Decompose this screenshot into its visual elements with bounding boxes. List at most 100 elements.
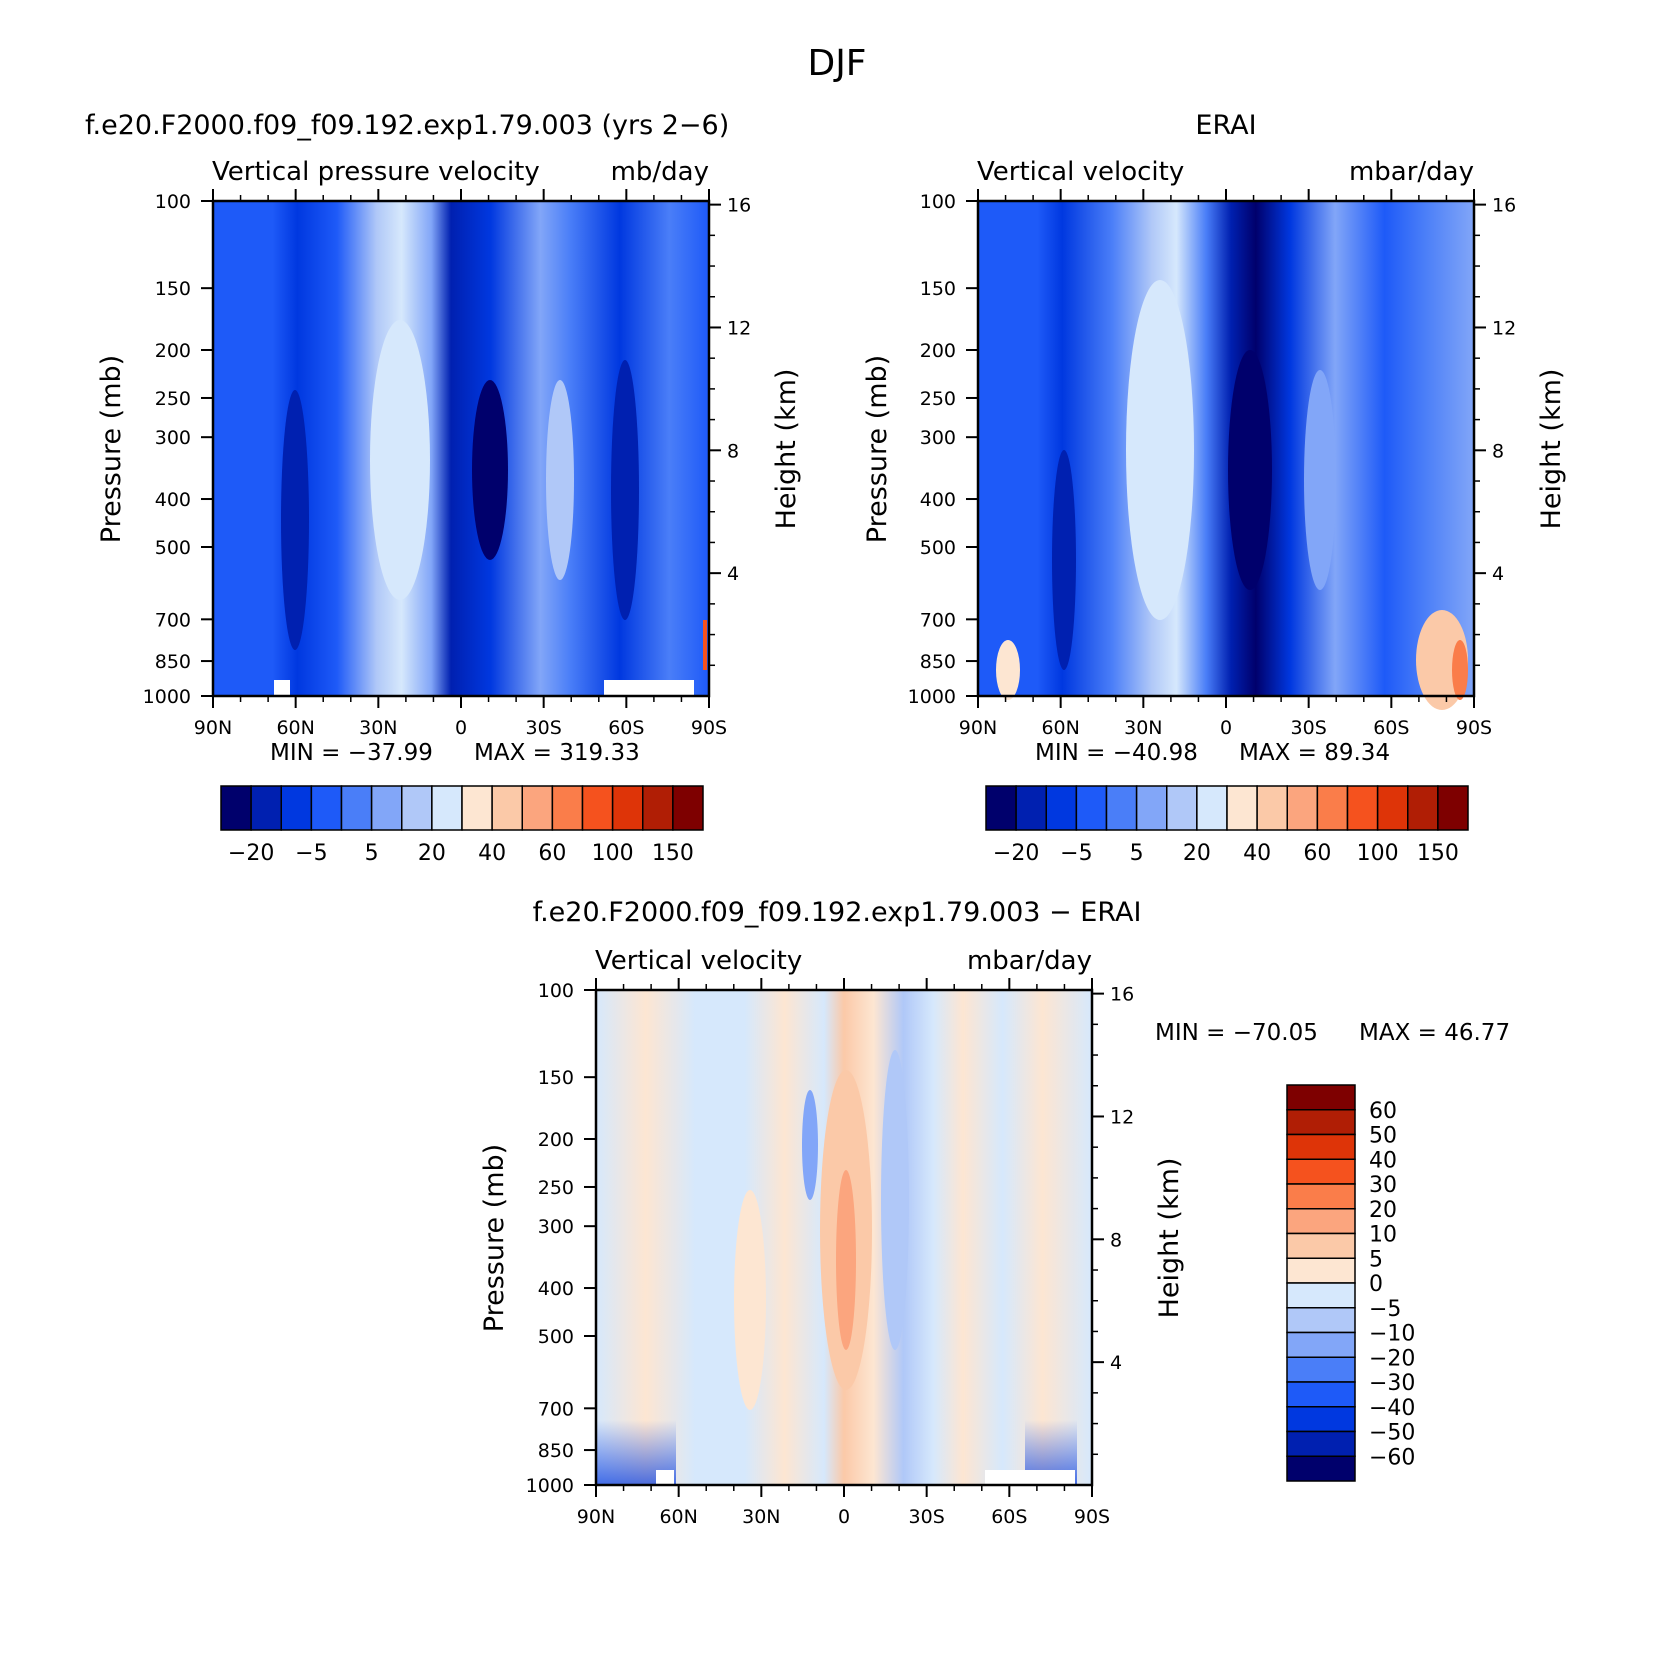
panel-erai-colorbar: −20 −5 5 20 40 60 100 150 <box>985 785 1469 866</box>
colorbar-label: 60 <box>1369 1099 1397 1124</box>
x-tick-label: 60N <box>659 1506 697 1528</box>
colorbar-swatch <box>1286 1109 1356 1136</box>
y-tick-label: 850 <box>538 1440 574 1462</box>
colorbar-swatch <box>1105 785 1138 831</box>
x-tick-label: 90S <box>1074 1506 1110 1528</box>
y-tick-label: 100 <box>920 191 956 213</box>
colorbar-swatch <box>1256 785 1288 831</box>
colorbar-swatch <box>310 785 343 831</box>
y-tick-label: 100 <box>538 980 574 1002</box>
x-tick-label: 60S <box>1373 717 1409 739</box>
colorbar-swatch <box>1286 1232 1356 1259</box>
y-tick-label: 150 <box>920 278 956 300</box>
y-tick-label: 500 <box>538 1326 574 1348</box>
y-tick-label: 250 <box>920 388 956 410</box>
x-tick-label: 30N <box>742 1506 780 1528</box>
contour-blob <box>802 1090 818 1200</box>
x-tick-label: 60N <box>276 717 314 739</box>
colorbar-label: 100 <box>592 841 634 866</box>
colorbar-label: 150 <box>1417 841 1459 866</box>
colorbar-swatch <box>1286 1158 1356 1185</box>
colorbar-swatch <box>220 785 252 831</box>
panel-diff-contour-field <box>596 990 1092 1485</box>
y-tick-label: 400 <box>155 489 191 511</box>
y-tick-label: 500 <box>920 537 956 559</box>
colorbar-swatch <box>581 785 614 831</box>
colorbar-label: −5 <box>295 841 327 866</box>
colorbar-swatch <box>250 785 282 831</box>
x-tick-label: 90N <box>959 717 997 739</box>
panel-erai: ERAI Vertical velocity mbar/day 100 150 20… <box>862 110 1567 866</box>
panel-model: f.e20.F2000.f09_f09.192.exp1.79.003 (yrs… <box>85 110 802 866</box>
panel-erai-header-left: Vertical velocity <box>977 157 1184 187</box>
y-right-tick-label: 12 <box>1110 1106 1134 1128</box>
x-tick-label: 30S <box>1291 717 1327 739</box>
y-tick-label: 100 <box>155 191 191 213</box>
y-right-tick-label: 16 <box>727 195 751 217</box>
colorbar-label: 30 <box>1369 1173 1397 1198</box>
y-tick-label: 250 <box>538 1177 574 1199</box>
y-right-tick-label: 4 <box>1492 563 1504 585</box>
panel-erai-ylabel-right: Height (km) <box>1536 369 1567 530</box>
x-tick-label: 60S <box>608 717 644 739</box>
contour-blob <box>370 320 430 600</box>
colorbar-label: −5 <box>1060 841 1092 866</box>
panel-model-max-label: MAX = 319.33 <box>474 740 640 766</box>
panel-erai-contour-field <box>978 201 1474 710</box>
colorbar-label: 20 <box>418 841 446 866</box>
contour-blob <box>703 620 707 670</box>
contour-blob <box>881 1050 909 1350</box>
y-right-tick-label: 16 <box>1492 195 1516 217</box>
x-tick-label: 90S <box>1456 717 1492 739</box>
colorbar-swatch <box>1286 1183 1356 1210</box>
colorbar-label: −20 <box>1369 1346 1415 1371</box>
contour-blob <box>996 640 1020 700</box>
y-right-tick-label: 12 <box>727 317 751 339</box>
panel-diff-max-label: MAX = 46.77 <box>1359 1020 1510 1046</box>
x-tick-label: 90N <box>194 717 232 739</box>
colorbar-label: 10 <box>1369 1223 1397 1248</box>
colorbar-swatch <box>1286 1331 1356 1358</box>
x-tick-label: 90S <box>691 717 727 739</box>
y-right-tick-label: 4 <box>1110 1352 1122 1374</box>
colorbar-swatch <box>985 785 1017 831</box>
y-right-tick-label: 8 <box>727 440 739 462</box>
y-tick-label: 1000 <box>908 686 956 708</box>
x-tick-label: 0 <box>455 717 467 739</box>
colorbar-swatch <box>1286 785 1319 831</box>
missing-region <box>985 1470 1075 1485</box>
colorbar-swatch <box>611 785 644 831</box>
colorbar-swatch <box>401 785 433 831</box>
panel-erai-header-right: mbar/day <box>1349 157 1474 187</box>
colorbar-label: 5 <box>365 841 379 866</box>
panel-model-header-left: Vertical pressure velocity <box>212 157 540 187</box>
colorbar-swatch <box>1407 785 1439 831</box>
colorbar-swatch <box>491 785 523 831</box>
x-tick-label: 30S <box>526 717 562 739</box>
colorbar-swatch <box>521 785 554 831</box>
colorbar-swatch <box>1286 1084 1356 1111</box>
panel-model-ylabel: Pressure (mb) <box>96 355 127 543</box>
x-tick-label: 30N <box>359 717 397 739</box>
panel-diff-min-label: MIN = −70.05 <box>1155 1020 1318 1046</box>
x-tick-label: 0 <box>1220 717 1232 739</box>
y-tick-label: 700 <box>920 609 956 631</box>
colorbar-label: 20 <box>1369 1198 1397 1223</box>
x-tick-label: 60N <box>1041 717 1079 739</box>
colorbar-label: 5 <box>1130 841 1144 866</box>
y-tick-label: 300 <box>538 1216 574 1238</box>
contour-blob <box>1452 640 1468 700</box>
y-tick-label: 200 <box>920 340 956 362</box>
colorbar-label: 60 <box>1303 841 1331 866</box>
colorbar-label: 40 <box>478 841 506 866</box>
missing-region <box>604 680 694 696</box>
contour-blob <box>1126 280 1194 620</box>
colorbar-label: −20 <box>228 841 274 866</box>
panel-model-min-label: MIN = −37.99 <box>270 740 433 766</box>
panel-diff: f.e20.F2000.f09_f09.192.exp1.79.003 − ER… <box>479 897 1510 1528</box>
